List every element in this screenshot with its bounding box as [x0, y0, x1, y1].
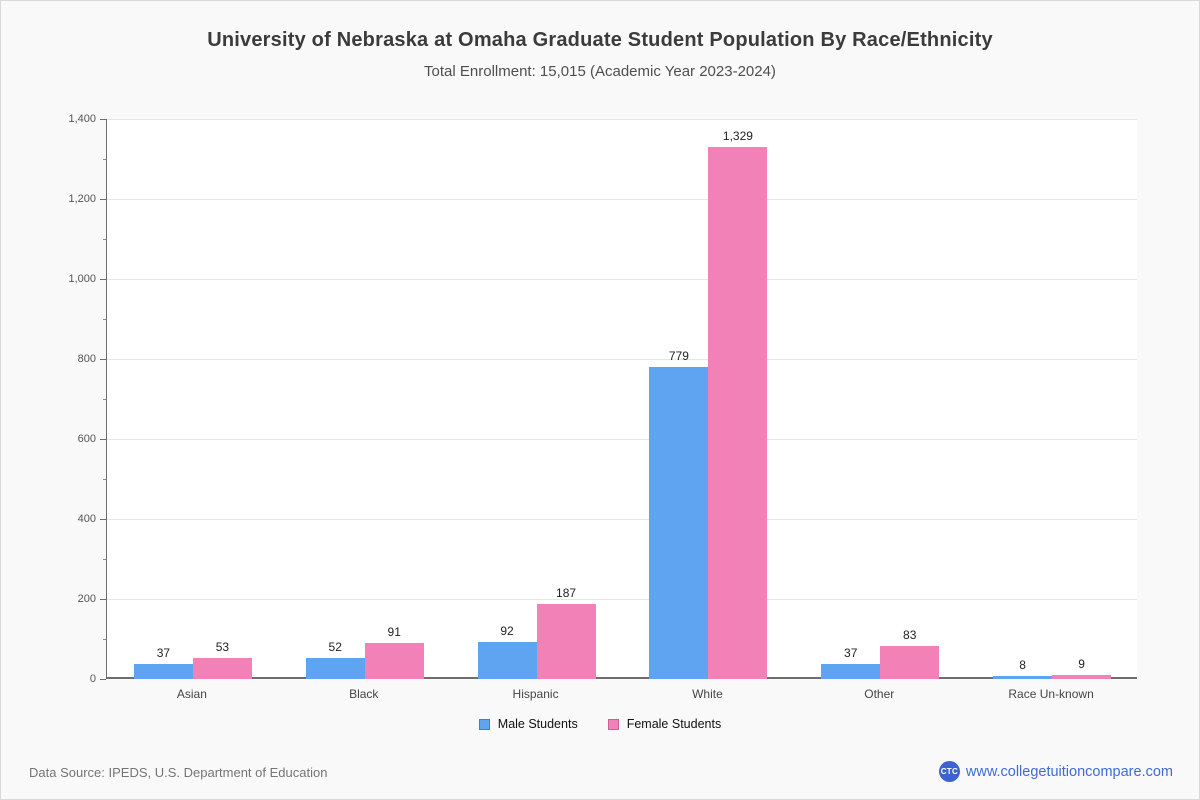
chart-subtitle: Total Enrollment: 15,015 (Academic Year …	[424, 63, 776, 80]
bar-value-label: 37	[844, 646, 858, 661]
data-source-text: Data Source: IPEDS, U.S. Department of E…	[29, 765, 328, 780]
y-tick-label-800: 800	[77, 353, 96, 365]
x-category-label-3: White	[692, 687, 723, 701]
gridline-600	[107, 438, 1137, 440]
bar-female-1	[364, 642, 424, 679]
bar-male-0	[133, 664, 193, 679]
bar-group-white: 779 1,329	[623, 119, 795, 679]
bar-female-3	[708, 147, 768, 679]
y-tick-600	[100, 439, 106, 440]
bar-male-2	[477, 642, 537, 679]
bar-value-label: 83	[903, 627, 917, 642]
y-minor-tick-300	[103, 559, 106, 560]
y-tick-label-400: 400	[77, 513, 96, 525]
legend-item-male: Male Students	[478, 717, 578, 731]
y-tick-400	[100, 519, 106, 520]
bar-male-5	[993, 675, 1053, 679]
y-tick-200	[100, 599, 106, 600]
y-tick-label-1200: 1,200	[68, 193, 96, 205]
bar-value-label: 52	[328, 640, 342, 655]
gridline-1200	[107, 198, 1137, 200]
ctc-logo-icon: CTC	[938, 761, 960, 782]
x-category-label-1: Black	[349, 687, 379, 701]
bar-value-label: 1,329	[722, 129, 753, 144]
chart-title: University of Nebraska at Omaha Graduate…	[207, 29, 993, 51]
y-tick-800	[100, 359, 106, 360]
legend-label-male: Male Students	[497, 717, 578, 731]
bar-value-label: 779	[668, 349, 689, 364]
female-students-swatch	[607, 718, 619, 730]
y-tick-label-1400: 1,400	[68, 113, 96, 125]
bar-value-label: 91	[387, 624, 401, 639]
male-students-swatch	[478, 718, 490, 730]
y-tick-1400	[100, 119, 106, 120]
bar-value-label: 37	[156, 646, 171, 661]
bar-group-black: 52 91	[279, 119, 451, 679]
bar-value-label: 187	[556, 586, 577, 601]
bar-male-4	[821, 664, 881, 679]
bar-female-2	[536, 604, 596, 679]
y-tick-label-0: 0	[89, 673, 96, 685]
x-category-label-0: Asian	[176, 687, 207, 701]
y-tick-0	[100, 679, 106, 680]
bar-value-label: 8	[1019, 657, 1026, 672]
bar-male-3	[649, 367, 709, 679]
bar-male-1	[305, 658, 365, 679]
plot-area: 37 53 52 91 92 187 779 1,329 37 83 8 9	[106, 118, 1138, 679]
bar-female-0	[192, 657, 252, 679]
bar-value-label: 9	[1078, 657, 1085, 672]
y-minor-tick-1100	[103, 239, 106, 240]
gridline-200	[107, 598, 1137, 600]
y-minor-tick-900	[103, 319, 106, 320]
x-category-label-5: Race Un-known	[1008, 687, 1094, 701]
website-link[interactable]: www.collegetuitioncompare.com	[965, 763, 1173, 780]
gridline-800	[107, 358, 1137, 360]
y-tick-label-200: 200	[77, 593, 96, 605]
bar-group-asian: 37 53	[107, 119, 279, 679]
y-tick-1200	[100, 199, 106, 200]
legend-label-female: Female Students	[626, 717, 722, 731]
bar-group-other: 37 83	[794, 119, 966, 679]
gridline-400	[107, 518, 1137, 520]
y-minor-tick-700	[103, 399, 106, 400]
legend: Male Students Female Students	[1, 717, 1199, 731]
bar-value-label: 53	[215, 639, 230, 654]
y-minor-tick-500	[103, 479, 106, 480]
y-tick-1000	[100, 279, 106, 280]
bar-female-5	[1052, 675, 1112, 679]
footer-brand: CTC www.collegetuitioncompare.com	[938, 761, 1173, 782]
bar-value-label: 92	[500, 624, 514, 639]
y-tick-label-600: 600	[77, 433, 96, 445]
legend-item-female: Female Students	[607, 717, 722, 731]
bar-group-hispanic: 92 187	[451, 119, 623, 679]
x-category-label-4: Other	[864, 687, 895, 701]
y-minor-tick-100	[103, 639, 106, 640]
y-minor-tick-1300	[103, 159, 106, 160]
gridline-1400	[107, 118, 1137, 120]
gridline-1000	[107, 278, 1137, 280]
y-tick-label-1000: 1,000	[68, 273, 96, 285]
bar-female-4	[880, 645, 940, 679]
x-category-label-2: Hispanic	[512, 687, 559, 701]
